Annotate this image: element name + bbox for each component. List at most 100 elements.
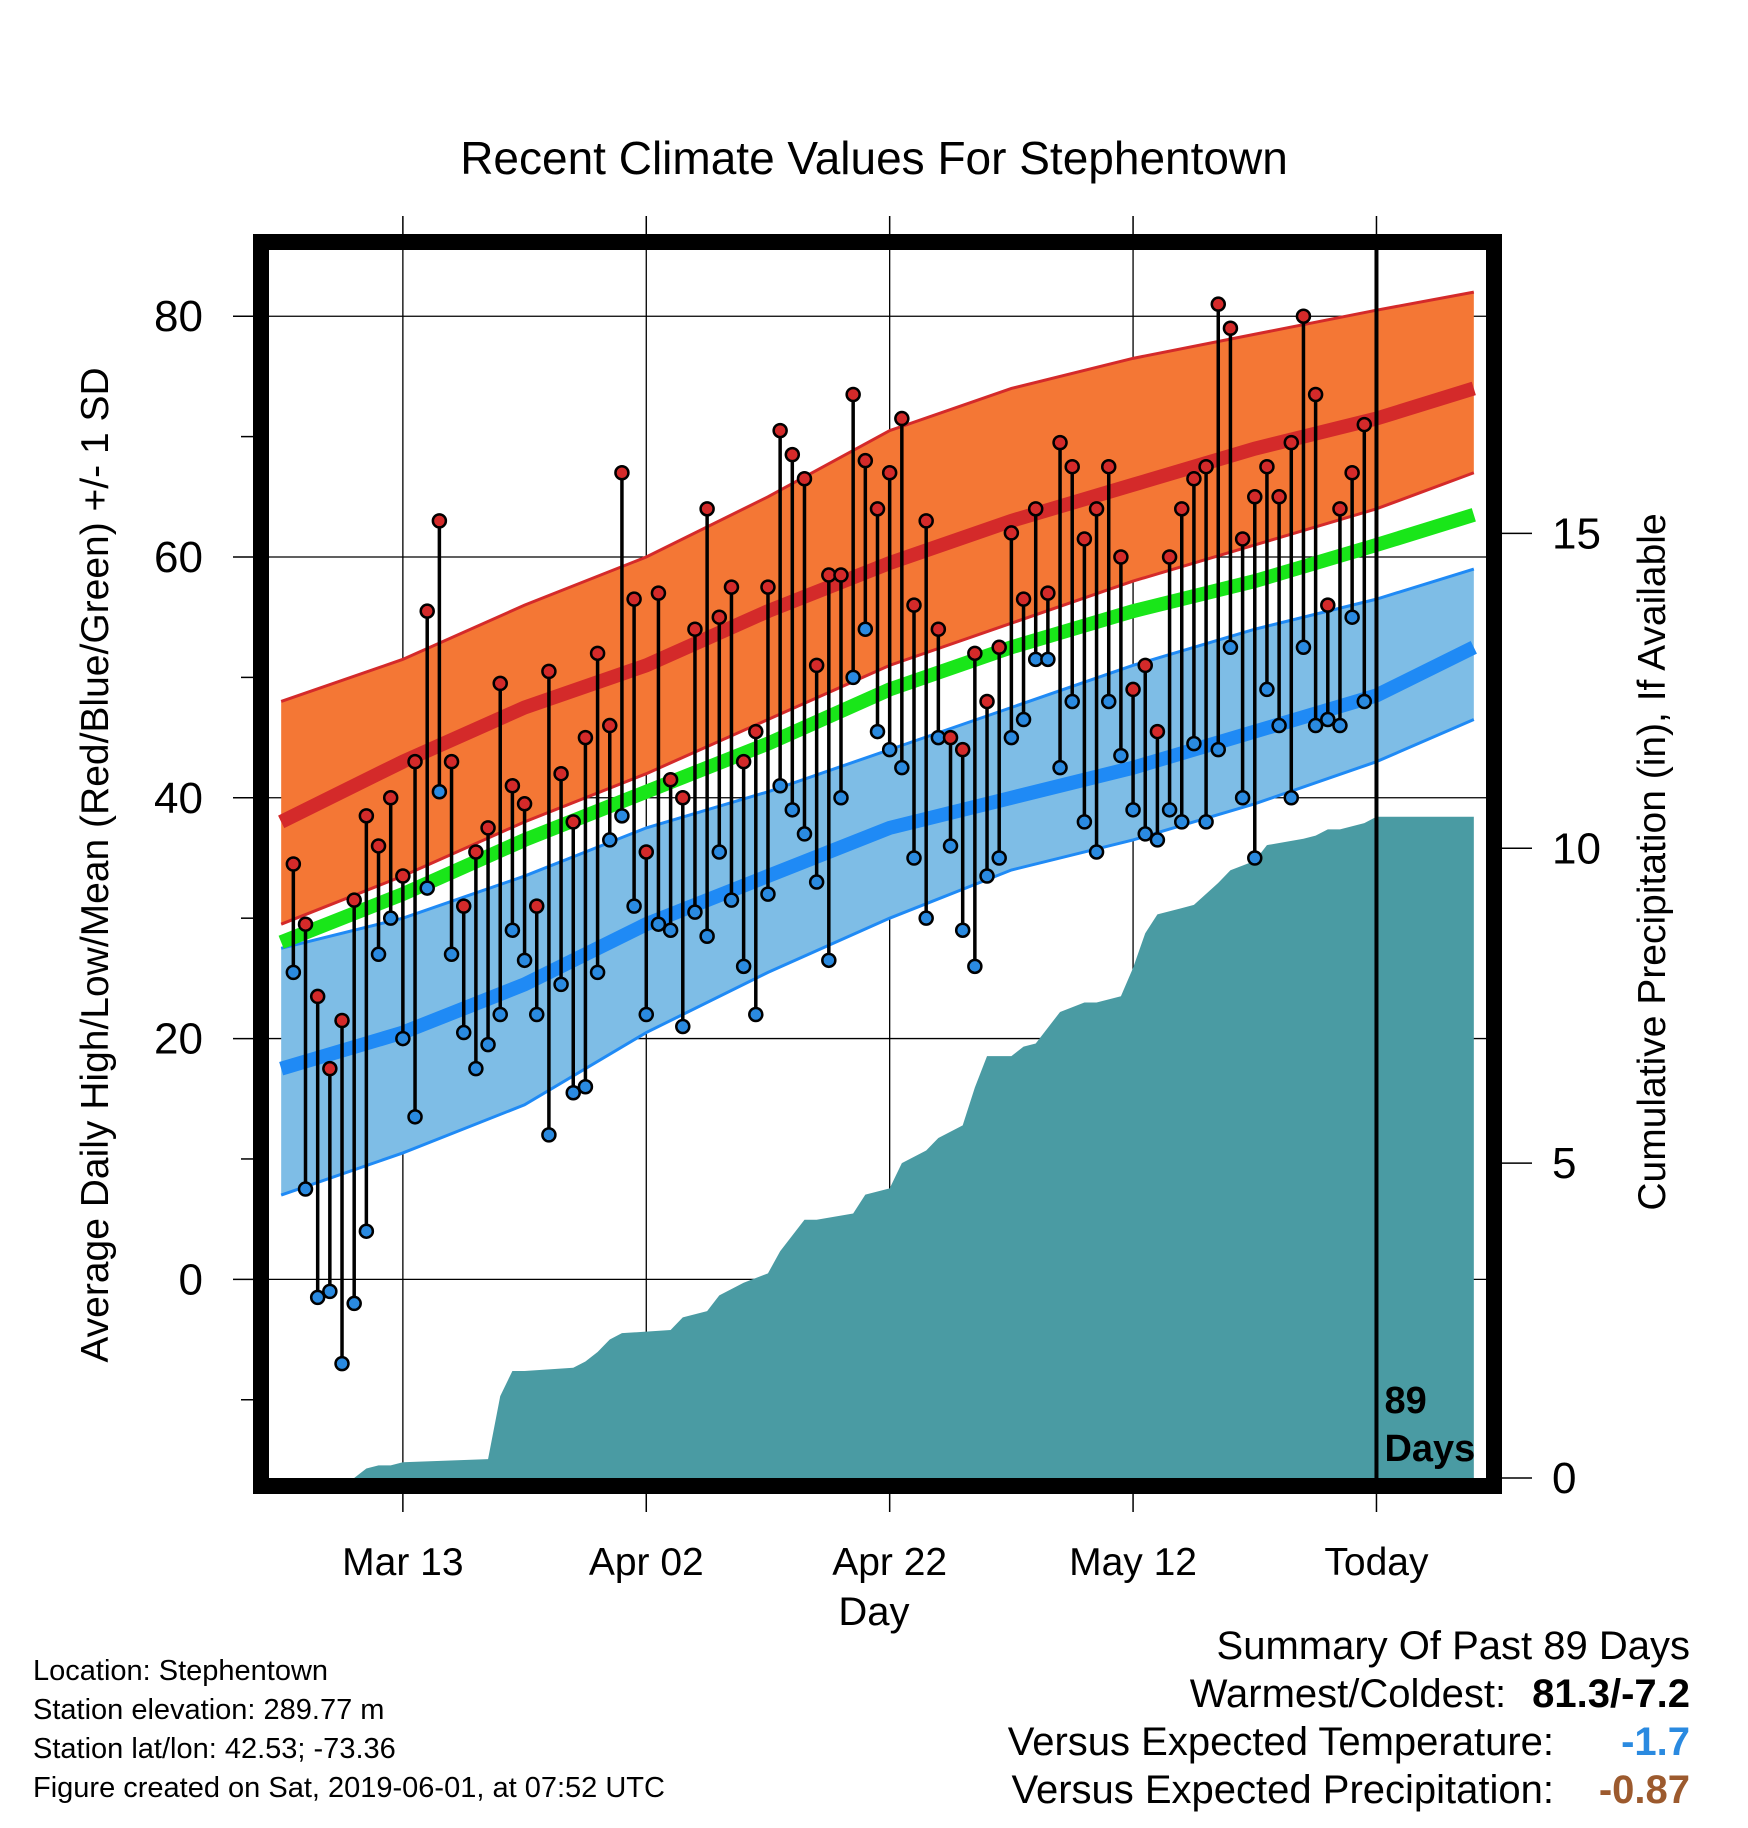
daily-high-point <box>650 585 667 601</box>
daily-low-point <box>468 1060 484 1077</box>
x-tick-label: Today <box>1324 1541 1429 1584</box>
plot-area: 89 Days 0 20 40 60 80 0 5 10 15 Mar 13 Apr 02 Apr 22 M… <box>154 216 1601 1584</box>
daily-high-point <box>309 988 326 1005</box>
daily-low-point <box>1149 832 1166 848</box>
daily-high-point <box>1234 531 1251 547</box>
daily-low-point <box>1198 814 1214 830</box>
daily-high-point <box>1052 434 1068 451</box>
daily-low-point <box>370 946 387 963</box>
daily-low-point <box>1307 717 1324 734</box>
daily-high-point <box>1100 458 1117 475</box>
daily-low-point <box>857 621 874 637</box>
daily-low-point <box>1003 729 1020 746</box>
daily-high-point <box>1344 464 1360 481</box>
x-tick-label: May 12 <box>1069 1541 1197 1584</box>
daily-low-point <box>1125 802 1141 818</box>
temp-value: -1.7 <box>1621 1720 1690 1764</box>
daily-low-point <box>322 1283 338 1300</box>
daily-high-point <box>443 753 460 770</box>
daily-low-point <box>382 910 399 926</box>
daily-low-point <box>1222 639 1239 656</box>
daily-low-point <box>516 952 533 969</box>
daily-high-point <box>419 603 435 619</box>
daily-low-point <box>419 880 435 896</box>
daily-high-point <box>516 796 533 812</box>
warmest-value: 81.3/-7.2 <box>1532 1672 1690 1716</box>
daily-high-point <box>772 422 788 439</box>
daily-high-point <box>1088 501 1105 517</box>
daily-high-point <box>1040 585 1056 601</box>
daily-high-point <box>346 892 362 908</box>
daily-high-point <box>1356 416 1373 433</box>
elevation-text: Station elevation: 289.77 m <box>33 1694 385 1726</box>
daily-low-point <box>1295 639 1312 656</box>
daily-high-point <box>1076 531 1093 547</box>
daily-high-point <box>431 513 448 529</box>
plot-frame <box>253 234 1502 1494</box>
today-annotation: Days <box>1384 1428 1475 1470</box>
station-info: Location: Stephentown Station elevation:… <box>33 1652 665 1808</box>
daily-high-point <box>541 663 557 680</box>
y-tick-label-right: 0 <box>1552 1454 1576 1503</box>
daily-low-point <box>1100 693 1117 710</box>
daily-low-point <box>297 1181 314 1197</box>
x-axis-label: Day <box>838 1590 909 1634</box>
low-sd-band <box>281 569 1474 1196</box>
x-tick-label: Apr 02 <box>589 1541 704 1584</box>
daily-high-point <box>528 898 545 914</box>
daily-high-point <box>1332 501 1348 517</box>
daily-low-point <box>1271 717 1287 734</box>
daily-high-point <box>711 609 728 625</box>
daily-low-point <box>1113 747 1129 764</box>
daily-high-point <box>614 464 630 481</box>
daily-high-point <box>577 729 594 746</box>
daily-high-point <box>395 868 411 884</box>
y-tick-label-right: 5 <box>1552 1139 1576 1188</box>
daily-high-point <box>1149 723 1166 740</box>
y-axis-label-left: Average Daily High/Low/Mean (Red/Blue/Gr… <box>74 367 117 1362</box>
daily-high-point <box>638 844 655 860</box>
daily-low-point <box>772 777 788 794</box>
daily-high-point <box>1271 489 1287 505</box>
daily-low-point <box>1283 790 1300 806</box>
daily-low-point <box>285 964 302 981</box>
daily-low-point <box>1344 609 1360 625</box>
daily-high-point <box>1174 501 1190 517</box>
daily-low-point <box>675 1018 691 1035</box>
daily-low-point <box>991 850 1007 866</box>
daily-low-point <box>455 1024 472 1041</box>
y-tick-label-left: 80 <box>154 292 203 341</box>
daily-low-point <box>358 1223 375 1239</box>
daily-high-point <box>358 808 375 824</box>
daily-high-point <box>553 765 569 782</box>
daily-low-point <box>881 741 898 758</box>
daily-high-point <box>382 790 399 806</box>
low-mean-line <box>279 641 1477 1076</box>
daily-low-point <box>1088 844 1105 860</box>
daily-high-point <box>407 753 423 770</box>
precip-label: Versus Expected Precipitation: <box>1011 1768 1554 1812</box>
daily-high-point <box>942 729 959 746</box>
high-sd-upper-line <box>280 290 1475 703</box>
daily-low-point <box>602 832 618 848</box>
daily-low-point <box>553 976 569 993</box>
daily-high-point <box>735 753 752 770</box>
daily-high-point <box>1064 458 1080 475</box>
daily-low-point <box>589 964 606 981</box>
daily-high-point <box>784 446 801 463</box>
daily-high-point <box>1113 549 1129 565</box>
daily-low-point <box>1015 711 1032 728</box>
daily-high-point <box>675 790 691 806</box>
daily-low-point <box>480 1036 496 1053</box>
daily-high-point <box>796 470 813 487</box>
y-tick-label-left: 60 <box>154 533 203 582</box>
summary-precip-row: Versus Expected Precipitation: -0.87 <box>1008 1766 1690 1814</box>
daily-low-point <box>1259 681 1275 698</box>
daily-low-point <box>407 1109 423 1125</box>
daily-low-point <box>443 946 460 963</box>
daily-high-point <box>979 693 995 710</box>
daily-high-point <box>1003 525 1020 541</box>
daily-low-point <box>796 826 813 842</box>
daily-high-point <box>480 820 496 836</box>
daily-high-point <box>906 597 922 613</box>
